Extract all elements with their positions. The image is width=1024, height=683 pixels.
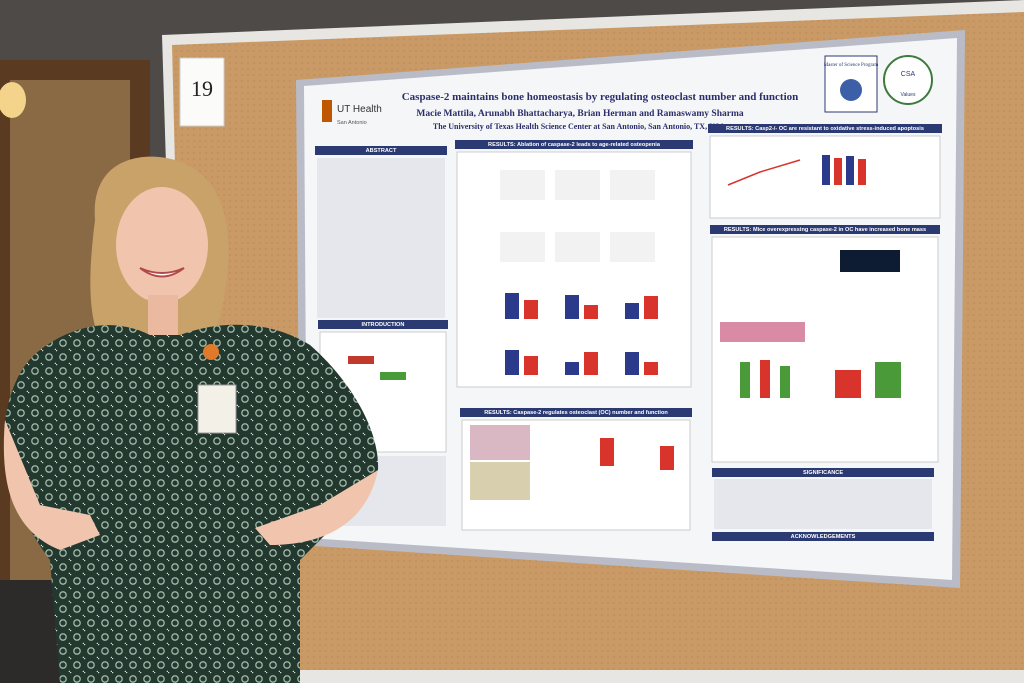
seal-text: Values [901, 92, 916, 98]
micrograph [470, 462, 530, 500]
seal-text: CSA [901, 71, 916, 78]
section-header [315, 146, 447, 155]
pin [203, 344, 219, 360]
poster-authors: Macie Mattila, Arunabh Bhattacharya, Bri… [416, 109, 743, 119]
plot-thumb [555, 232, 600, 262]
diagram-box [380, 372, 406, 380]
bar-thumb [644, 296, 658, 319]
bar-thumb [660, 446, 674, 470]
plot-thumb [610, 232, 655, 262]
badge-icon [840, 79, 862, 101]
bar-thumb [625, 352, 639, 375]
lamp [0, 82, 26, 118]
diagram-box [348, 356, 374, 364]
bar-thumb [858, 159, 866, 185]
bar-thumb [875, 362, 901, 398]
bar-thumb [740, 362, 750, 398]
bar-thumb [846, 156, 854, 185]
bar-thumb [834, 158, 842, 185]
section-header [318, 320, 448, 329]
bar-thumb [822, 155, 830, 185]
section-header [460, 408, 692, 417]
bar-thumb [505, 293, 519, 319]
bar-thumb [584, 352, 598, 375]
bar-thumb [584, 305, 598, 319]
poster-title: Caspase-2 maintains bone homeostasis by … [402, 91, 799, 103]
section-header [712, 532, 934, 541]
id-badge [197, 384, 237, 434]
histology [720, 322, 805, 342]
badge-text: Master of Science Program [824, 63, 879, 68]
bar-thumb [835, 370, 861, 398]
section-title: ACKNOWLEDGEMENTS [791, 534, 856, 540]
bar-thumb [565, 295, 579, 319]
logo-location: San Antonio [337, 120, 367, 126]
arm [255, 470, 378, 545]
plot-thumb [500, 232, 545, 262]
bar-thumb [600, 438, 614, 466]
neck [148, 295, 178, 335]
arm [3, 420, 101, 550]
section-title: SIGNIFICANCE [803, 470, 843, 476]
section-title: RESULTS: Casp2-/- OC are resistant to ox… [726, 126, 924, 132]
plot-thumb [610, 170, 655, 200]
text-block [317, 158, 445, 318]
micrograph [470, 425, 530, 460]
bar-thumb [644, 362, 658, 375]
dress [4, 324, 379, 683]
bar-thumb [760, 360, 770, 398]
bar-thumb [625, 303, 639, 319]
bar-thumb [565, 362, 579, 375]
bar-thumb [505, 350, 519, 375]
micrograph [840, 250, 900, 272]
section-title: INTRODUCTION [362, 322, 405, 328]
section-title: ABSTRACT [366, 148, 397, 154]
face [116, 187, 208, 303]
poster-affiliation: The University of Texas Health Science C… [433, 122, 727, 131]
section-header [455, 140, 693, 149]
section-title: RESULTS: Mice overexpressing caspase-2 i… [724, 227, 926, 233]
section-title: RESULTS: Caspase-2 regulates osteoclast … [484, 410, 668, 416]
smile [139, 267, 185, 278]
section-header [712, 468, 934, 477]
number-card [179, 57, 225, 127]
figure-panel [711, 236, 939, 463]
section-header [708, 124, 942, 133]
curve-thumb [727, 159, 801, 186]
bar-thumb [524, 356, 538, 375]
bar-thumb [524, 300, 538, 319]
text-block [714, 479, 932, 529]
plot-thumb [555, 170, 600, 200]
section-header [710, 225, 940, 234]
card-number: 19 [191, 76, 213, 101]
bar-thumb [780, 366, 790, 398]
section-title: RESULTS: Ablation of caspase-2 leads to … [488, 142, 661, 148]
logo-shield [322, 100, 332, 122]
logo-name: UT Health [337, 104, 382, 115]
values-seal [883, 55, 933, 105]
plot-thumb [500, 170, 545, 200]
